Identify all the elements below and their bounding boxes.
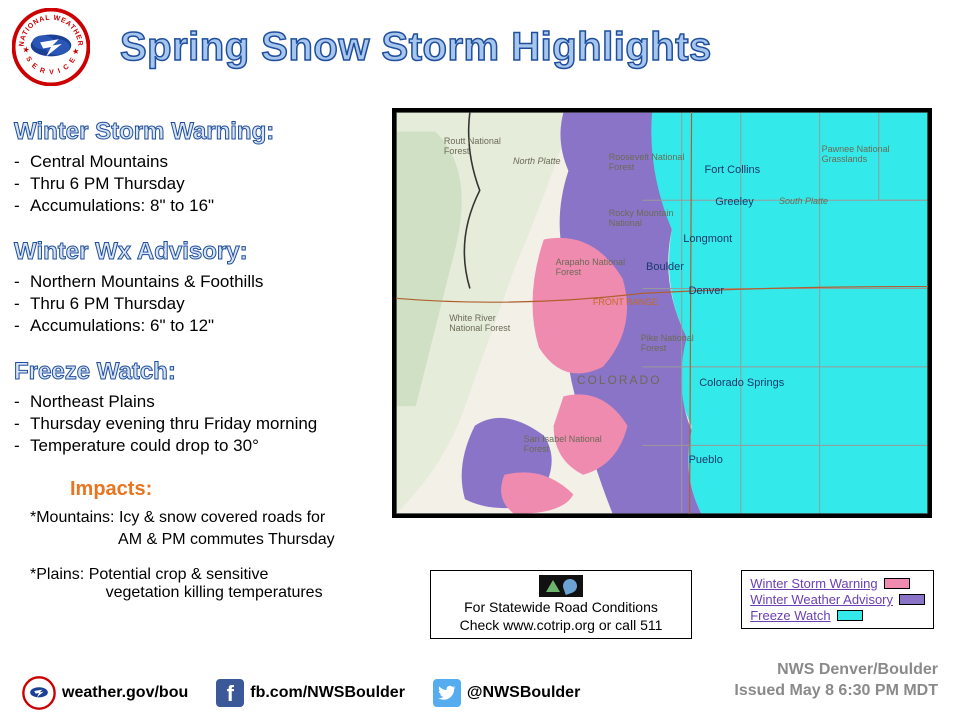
warning-list: Central Mountains Thru 6 PM Thursday Acc… [14,152,392,216]
freeze-title: Freeze Watch: [14,358,392,386]
facebook-link[interactable]: f fb.com/NWSBoulder [216,679,405,707]
twitter-text: @NWSBoulder [467,684,580,702]
list-item: Thursday evening thru Friday morning [30,414,392,434]
list-item: Accumulations: 8" to 16" [30,196,392,216]
map-column: Fort CollinsGreeleyLongmontBoulderDenver… [392,90,932,602]
map-svg [396,112,928,514]
advisory-title: Winter Wx Advisory: [14,238,392,266]
twitter-link[interactable]: @NWSBoulder [433,679,580,707]
legend-label: Freeze Watch [750,608,830,623]
header: NATIONAL WEATHER ★ S E R V I C E ★ Sprin… [0,0,960,90]
list-item: Thru 6 PM Thursday [30,294,392,314]
list-item: Accumulations: 6" to 12" [30,316,392,336]
list-item: Central Mountains [30,152,392,172]
freeze-list: Northeast Plains Thursday evening thru F… [14,392,392,456]
legend-item: Winter Storm Warning [750,576,925,591]
legend-swatch [884,578,910,589]
page-title: Spring Snow Storm Highlights [120,25,712,70]
road-line1: For Statewide Road Conditions [441,599,681,617]
cdot-logo-icon [539,575,583,597]
road-line2: Check www.cotrip.org or call 511 [441,617,681,635]
list-item: Northern Mountains & Foothills [30,272,392,292]
twitter-icon [433,679,461,707]
nws-logo: NATIONAL WEATHER ★ S E R V I C E ★ [12,8,90,86]
website-link[interactable]: weather.gov/bou [22,676,188,710]
impacts-mountains: *Mountains: Icy & snow covered roads for… [30,507,392,550]
list-item: Thru 6 PM Thursday [30,174,392,194]
facebook-icon: f [216,679,244,707]
list-item: Northeast Plains [30,392,392,412]
advisory-list: Northern Mountains & Foothills Thru 6 PM… [14,272,392,336]
impacts-heading: Impacts: [70,478,392,501]
facebook-text: fb.com/NWSBoulder [250,684,405,702]
legend-label: Winter Weather Advisory [750,592,893,607]
legend-swatch [837,610,863,621]
alerts-column: Winter Storm Warning: Central Mountains … [12,90,392,602]
impacts-plains: *Plains: Potential crop & sensitive vege… [30,566,392,602]
legend-item: Freeze Watch [750,608,925,623]
legend-swatch [899,594,925,605]
content: Winter Storm Warning: Central Mountains … [0,90,960,602]
footer: weather.gov/bou f fb.com/NWSBoulder @NWS… [0,676,960,710]
legend-label: Winter Storm Warning [750,576,877,591]
list-item: Temperature could drop to 30° [30,436,392,456]
nws-logo-icon [22,676,56,710]
warning-title: Winter Storm Warning: [14,118,392,146]
alert-map: Fort CollinsGreeleyLongmontBoulderDenver… [392,108,932,518]
legend-item: Winter Weather Advisory [750,592,925,607]
road-conditions-box: For Statewide Road Conditions Check www.… [430,570,692,639]
website-text: weather.gov/bou [62,684,188,702]
map-legend: Winter Storm Warning Winter Weather Advi… [741,570,934,629]
